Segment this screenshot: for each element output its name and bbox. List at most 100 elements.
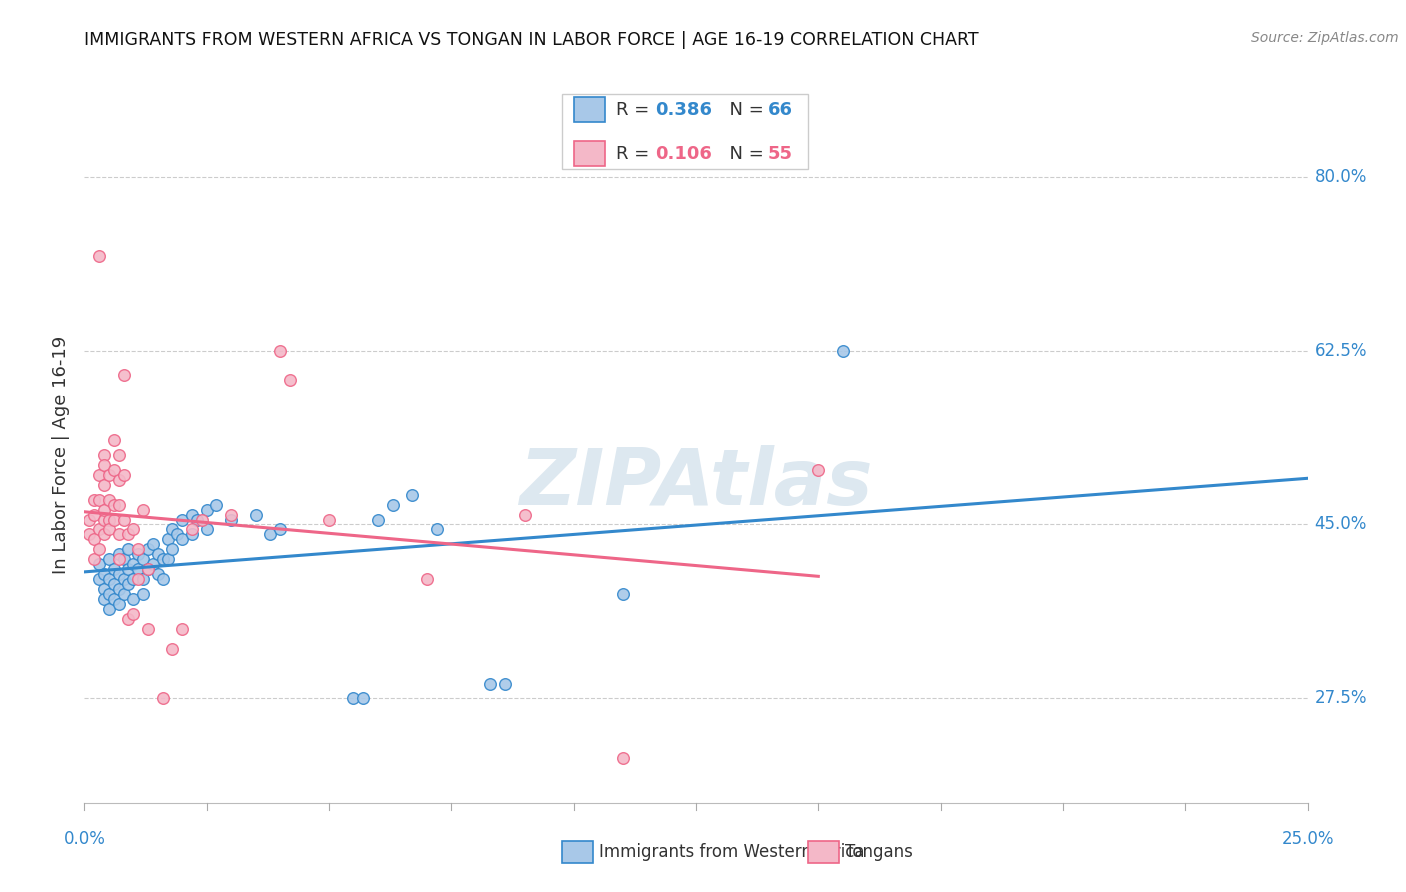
Point [103, 498, 125, 512]
Point [367, 512, 389, 526]
Point [181, 527, 204, 541]
Point [127, 547, 149, 561]
Point [831, 343, 853, 358]
Point [117, 612, 139, 626]
Point [87, 467, 110, 482]
Text: ZIPAtlas: ZIPAtlas [519, 445, 873, 521]
Text: 25.0%: 25.0% [1281, 830, 1334, 847]
Point [122, 558, 145, 572]
Point [142, 558, 165, 572]
Point [219, 512, 242, 526]
Point [205, 498, 228, 512]
Point [513, 508, 536, 522]
Point [152, 552, 174, 566]
Point [156, 552, 179, 566]
Text: 62.5%: 62.5% [1315, 342, 1367, 359]
Point [77, 527, 100, 541]
Text: N =: N = [718, 101, 770, 119]
Point [195, 502, 218, 516]
Point [117, 562, 139, 576]
Point [107, 527, 129, 541]
Point [103, 433, 125, 447]
Point [269, 343, 291, 358]
Point [269, 523, 291, 537]
Point [93, 527, 115, 541]
Point [83, 533, 105, 547]
Point [112, 512, 135, 526]
Text: 66: 66 [768, 101, 793, 119]
Point [381, 498, 404, 512]
Point [112, 587, 135, 601]
Point [152, 572, 174, 586]
Point [146, 547, 169, 561]
Point [479, 676, 502, 690]
Point [87, 558, 110, 572]
Text: R =: R = [616, 145, 655, 162]
Text: 0.0%: 0.0% [63, 830, 105, 847]
Point [122, 523, 145, 537]
Point [77, 512, 100, 526]
Point [107, 473, 129, 487]
Point [162, 523, 184, 537]
Point [93, 592, 115, 607]
Point [152, 691, 174, 706]
Point [112, 368, 135, 383]
Point [132, 572, 155, 586]
Text: R =: R = [616, 101, 655, 119]
Point [807, 463, 830, 477]
Point [166, 527, 188, 541]
Point [107, 448, 129, 462]
Point [181, 508, 204, 522]
Point [136, 562, 159, 576]
Point [107, 597, 129, 611]
Point [97, 602, 120, 616]
Point [93, 477, 115, 491]
Point [162, 641, 184, 656]
Point [132, 502, 155, 516]
Point [83, 492, 105, 507]
Point [107, 498, 129, 512]
Point [156, 533, 179, 547]
Text: Source: ZipAtlas.com: Source: ZipAtlas.com [1251, 31, 1399, 45]
Point [103, 512, 125, 526]
Text: N =: N = [718, 145, 770, 162]
Point [103, 577, 125, 591]
Point [146, 567, 169, 582]
Point [219, 508, 242, 522]
Point [132, 587, 155, 601]
Text: 80.0%: 80.0% [1315, 168, 1367, 186]
Point [136, 542, 159, 557]
Point [117, 577, 139, 591]
Point [162, 542, 184, 557]
Point [87, 492, 110, 507]
Point [107, 552, 129, 566]
Point [195, 523, 218, 537]
Point [191, 512, 214, 526]
Point [103, 463, 125, 477]
Point [87, 542, 110, 557]
Text: 0.106: 0.106 [655, 145, 711, 162]
Point [93, 512, 115, 526]
Point [342, 691, 364, 706]
Point [112, 552, 135, 566]
Text: 45.0%: 45.0% [1315, 516, 1367, 533]
Point [172, 622, 194, 636]
Point [122, 592, 145, 607]
Point [103, 562, 125, 576]
Text: 0.386: 0.386 [655, 101, 713, 119]
Point [136, 562, 159, 576]
Point [93, 502, 115, 516]
Point [107, 547, 129, 561]
Point [132, 552, 155, 566]
Point [97, 552, 120, 566]
Point [117, 527, 139, 541]
Point [612, 587, 634, 601]
Point [107, 582, 129, 596]
Point [97, 492, 120, 507]
Point [122, 607, 145, 621]
Point [97, 587, 120, 601]
Point [97, 523, 120, 537]
Point [97, 512, 120, 526]
Point [112, 572, 135, 586]
Point [127, 542, 149, 557]
